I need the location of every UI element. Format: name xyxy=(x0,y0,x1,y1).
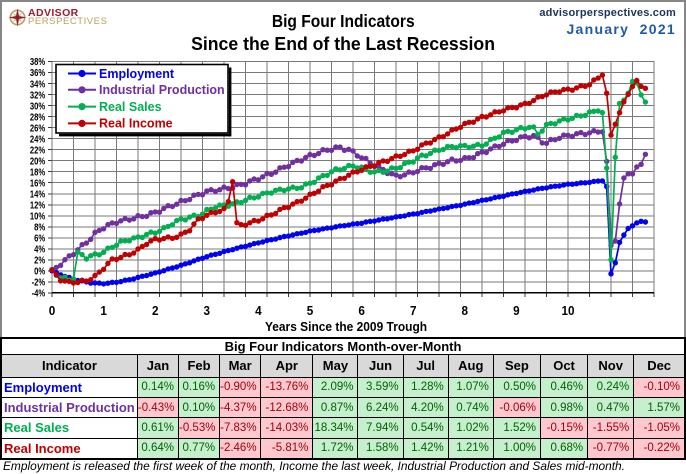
svg-text:3: 3 xyxy=(204,303,211,318)
svg-text:34%: 34% xyxy=(30,78,45,89)
svg-text:Real Sales: Real Sales xyxy=(99,100,162,114)
svg-text:26%: 26% xyxy=(30,122,45,133)
svg-text:30%: 30% xyxy=(30,100,45,111)
svg-text:9: 9 xyxy=(513,303,520,318)
svg-text:4: 4 xyxy=(255,303,262,318)
svg-text:6%: 6% xyxy=(34,232,45,243)
svg-text:36%: 36% xyxy=(30,67,45,78)
svg-text:24%: 24% xyxy=(30,133,45,144)
svg-text:6: 6 xyxy=(358,303,365,318)
svg-text:-4%: -4% xyxy=(32,287,46,298)
svg-text:0: 0 xyxy=(49,303,56,318)
svg-text:1: 1 xyxy=(100,303,107,318)
svg-text:32%: 32% xyxy=(30,89,45,100)
svg-text:12%: 12% xyxy=(30,199,45,210)
svg-text:Real Income: Real Income xyxy=(99,117,173,131)
svg-text:2: 2 xyxy=(152,303,159,318)
svg-text:38%: 38% xyxy=(30,56,45,67)
svg-text:Industrial Production: Industrial Production xyxy=(99,83,225,97)
svg-text:2%: 2% xyxy=(34,254,45,265)
svg-text:20%: 20% xyxy=(30,155,45,166)
svg-text:0%: 0% xyxy=(34,265,45,276)
svg-text:7: 7 xyxy=(410,303,417,318)
svg-text:16%: 16% xyxy=(30,177,45,188)
svg-text:8%: 8% xyxy=(34,221,45,232)
svg-text:5: 5 xyxy=(307,303,314,318)
svg-text:8: 8 xyxy=(462,303,469,318)
svg-text:18%: 18% xyxy=(30,166,45,177)
svg-text:10%: 10% xyxy=(30,210,45,221)
svg-text:Years Since the 2009 Trough: Years Since the 2009 Trough xyxy=(265,320,427,335)
svg-text:4%: 4% xyxy=(34,243,45,254)
svg-text:22%: 22% xyxy=(30,144,45,155)
svg-text:Employment: Employment xyxy=(99,67,175,81)
svg-text:28%: 28% xyxy=(30,111,45,122)
svg-text:10: 10 xyxy=(561,303,574,318)
svg-text:-2%: -2% xyxy=(32,276,46,287)
svg-text:14%: 14% xyxy=(30,188,45,199)
